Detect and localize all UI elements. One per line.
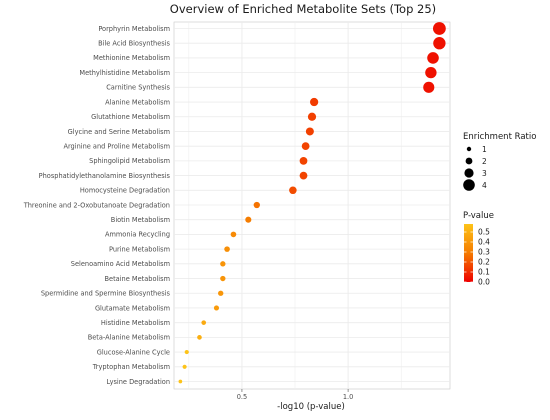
size-legend-key bbox=[466, 146, 472, 152]
data-point bbox=[433, 37, 446, 50]
y-tick-label: Spermidine and Spermine Biosynthesis bbox=[41, 290, 171, 298]
size-legend-key bbox=[465, 157, 473, 165]
plot-panel bbox=[173, 21, 451, 390]
y-axis-labels: Porphyrin Metabolism Bile Acid Biosynthes… bbox=[23, 25, 171, 386]
y-tick-label: Methylhistidine Metabolism bbox=[79, 69, 170, 77]
y-tick-label: Threonine and 2-Oxobutanoate Degradation bbox=[23, 201, 170, 209]
y-tick-label: Histidine Metabolism bbox=[101, 319, 170, 327]
y-tick-label: Alanine Metabolism bbox=[105, 98, 170, 106]
x-tick-label: 1.0 bbox=[343, 393, 354, 401]
panel-background bbox=[173, 21, 451, 390]
color-legend-label: 0.2 bbox=[478, 258, 490, 267]
x-axis-ticks: 0.5 1.0 bbox=[237, 389, 354, 401]
y-tick-label: Bile Acid Biosynthesis bbox=[98, 40, 170, 48]
x-axis-title: -log10 (p-value) bbox=[277, 402, 345, 412]
size-legend-key bbox=[463, 179, 475, 191]
color-legend-label: 0.5 bbox=[478, 228, 490, 237]
data-point bbox=[253, 201, 260, 209]
data-point bbox=[184, 350, 189, 355]
y-tick-label: Glutamate Metabolism bbox=[95, 304, 170, 312]
data-point bbox=[220, 261, 226, 267]
color-legend-label: 0.3 bbox=[478, 248, 490, 257]
size-legend-label: 3 bbox=[482, 169, 487, 178]
data-point bbox=[230, 231, 237, 238]
data-point bbox=[427, 52, 439, 64]
data-point bbox=[178, 379, 183, 384]
data-point bbox=[299, 156, 308, 165]
data-point bbox=[218, 290, 224, 296]
data-point bbox=[305, 127, 314, 136]
size-legend-key bbox=[464, 168, 474, 178]
data-point bbox=[289, 186, 297, 195]
size-legend-label: 4 bbox=[482, 181, 487, 190]
y-tick-label: Glutathione Metabolism bbox=[91, 113, 170, 121]
y-tick-label: Selenoamino Acid Metabolism bbox=[71, 260, 170, 268]
color-legend-label: 0.0 bbox=[478, 278, 490, 287]
x-tick-label: 0.5 bbox=[237, 393, 248, 401]
data-point bbox=[213, 305, 220, 311]
y-tick-label: Beta-Alanine Metabolism bbox=[88, 334, 170, 342]
data-point bbox=[432, 22, 446, 35]
data-point bbox=[307, 112, 317, 121]
size-legend-label: 2 bbox=[482, 157, 487, 166]
y-tick-label: Homocysteine Degradation bbox=[80, 187, 170, 195]
chart-title: Overview of Enriched Metabolite Sets (To… bbox=[170, 2, 436, 16]
color-legend-bar bbox=[464, 224, 473, 282]
size-legend-label: 1 bbox=[482, 145, 487, 154]
y-tick-label: Biotin Metabolism bbox=[111, 216, 170, 224]
y-tick-label: Methionine Metabolism bbox=[93, 54, 170, 62]
data-point bbox=[197, 335, 202, 340]
y-tick-label: Carnitine Synthesis bbox=[106, 84, 170, 92]
color-legend-title: P-value bbox=[463, 211, 494, 221]
data-point bbox=[301, 142, 310, 151]
y-tick-label: Tryptophan Metabolism bbox=[92, 363, 170, 371]
y-tick-label: Purine Metabolism bbox=[109, 245, 170, 253]
size-legend: Enrichment Ratio 1 2 3 4 bbox=[463, 132, 536, 191]
color-legend: P-value 0.50.40.30.20.10.0 bbox=[463, 211, 494, 287]
data-point bbox=[220, 275, 226, 282]
data-points bbox=[178, 22, 446, 384]
y-tick-label: Glycine and Serine Metabolism bbox=[68, 128, 170, 136]
y-tick-label: Phosphatidylethanolamine Biosynthesis bbox=[39, 172, 171, 180]
y-tick-label: Betaine Metabolism bbox=[105, 275, 170, 283]
y-tick-label: Arginine and Proline Metabolism bbox=[63, 142, 170, 150]
data-point bbox=[310, 97, 319, 107]
color-legend-label: 0.1 bbox=[478, 268, 490, 277]
data-point bbox=[423, 81, 435, 93]
y-tick-label: Ammonia Recycling bbox=[105, 231, 170, 239]
data-point bbox=[182, 364, 187, 369]
data-point bbox=[224, 246, 230, 252]
color-legend-label: 0.4 bbox=[478, 238, 490, 247]
data-point bbox=[425, 66, 437, 79]
y-tick-label: Glucose-Alanine Cycle bbox=[97, 348, 170, 356]
y-tick-label: Sphingolipid Metabolism bbox=[89, 157, 170, 165]
y-tick-label: Lysine Degradation bbox=[107, 378, 171, 386]
data-point bbox=[299, 171, 308, 180]
size-legend-title: Enrichment Ratio bbox=[463, 132, 536, 142]
data-point bbox=[245, 216, 252, 223]
y-tick-label: Porphyrin Metabolism bbox=[98, 25, 170, 33]
data-point bbox=[201, 320, 207, 325]
